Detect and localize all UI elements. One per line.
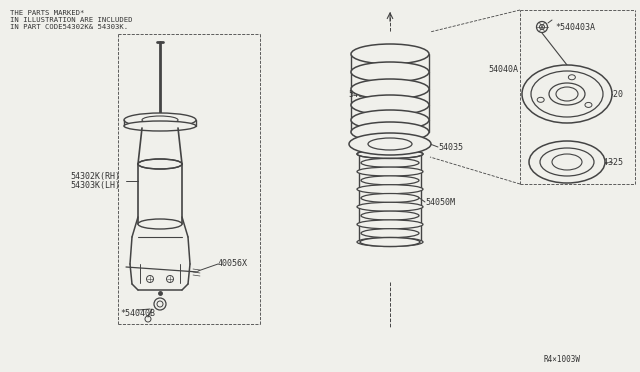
Ellipse shape — [529, 141, 605, 183]
Ellipse shape — [360, 237, 420, 247]
Ellipse shape — [357, 150, 423, 158]
Ellipse shape — [361, 176, 419, 185]
Ellipse shape — [361, 211, 419, 220]
Ellipse shape — [351, 95, 429, 115]
Text: 40056X: 40056X — [218, 260, 248, 269]
Ellipse shape — [351, 44, 429, 64]
Text: 54302K(RH): 54302K(RH) — [70, 171, 120, 180]
Ellipse shape — [124, 121, 196, 131]
Ellipse shape — [124, 113, 196, 127]
Ellipse shape — [540, 148, 594, 176]
Text: 54035: 54035 — [438, 142, 463, 151]
Ellipse shape — [357, 185, 423, 194]
Text: 54320: 54320 — [598, 90, 623, 99]
Ellipse shape — [351, 122, 429, 142]
Ellipse shape — [138, 219, 182, 229]
Ellipse shape — [138, 159, 182, 169]
Ellipse shape — [552, 154, 582, 170]
Text: THE PARTS MARKED*
IN ILLUSTRATION ARE INCLUDED
IN PART CODE54302K& 54303K.: THE PARTS MARKED* IN ILLUSTRATION ARE IN… — [10, 10, 132, 30]
Text: *540403A: *540403A — [555, 22, 595, 32]
Ellipse shape — [361, 229, 419, 238]
Ellipse shape — [522, 65, 612, 123]
Text: 5401ΜM: 5401ΜM — [348, 90, 378, 99]
Ellipse shape — [351, 62, 429, 82]
Text: R4×1003W: R4×1003W — [543, 356, 580, 365]
Ellipse shape — [351, 79, 429, 99]
Ellipse shape — [357, 167, 423, 176]
Ellipse shape — [357, 202, 423, 211]
Ellipse shape — [357, 220, 423, 229]
Ellipse shape — [549, 83, 585, 105]
Ellipse shape — [368, 138, 412, 150]
Ellipse shape — [351, 110, 429, 130]
Ellipse shape — [357, 237, 423, 247]
Text: 54050M: 54050M — [425, 198, 455, 206]
Text: 54325: 54325 — [598, 157, 623, 167]
Text: 54303K(LH): 54303K(LH) — [70, 180, 120, 189]
Text: 54040A: 54040A — [488, 64, 518, 74]
Ellipse shape — [361, 193, 419, 202]
Ellipse shape — [349, 133, 431, 155]
Ellipse shape — [361, 158, 419, 167]
Text: *54040B: *54040B — [120, 310, 155, 318]
Ellipse shape — [531, 71, 603, 117]
